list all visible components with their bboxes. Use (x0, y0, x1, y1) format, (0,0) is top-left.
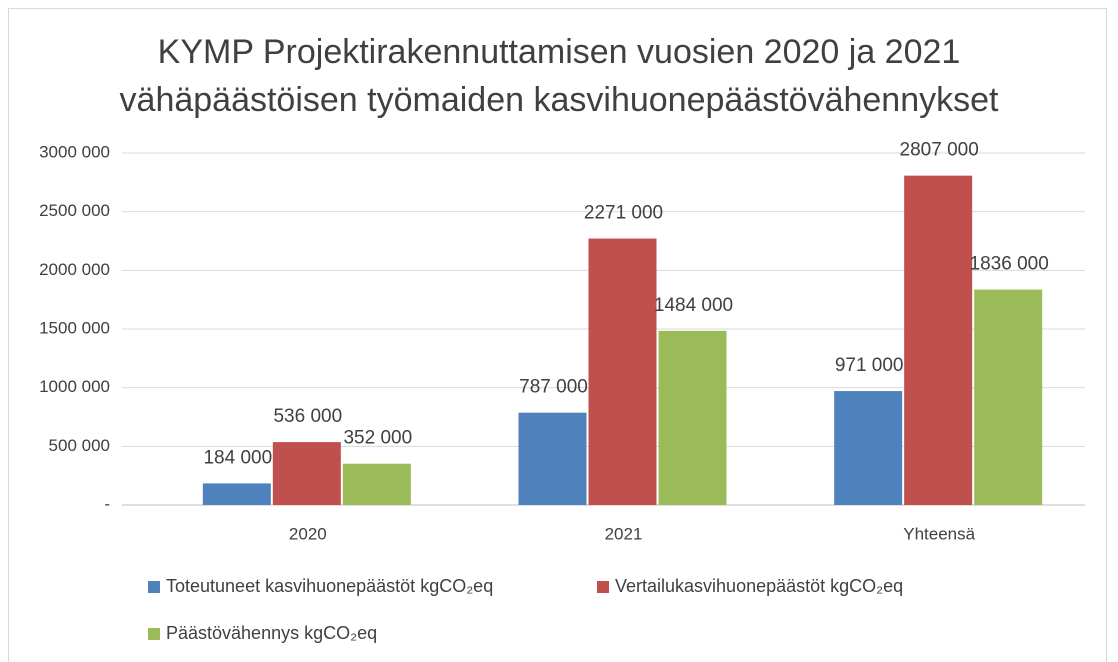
value-label: 2271 000 (584, 203, 663, 224)
bar (518, 412, 587, 505)
value-label: 787 000 (519, 377, 588, 398)
bar (904, 175, 973, 506)
chart-border (8, 8, 1107, 662)
value-label: 1836 000 (970, 254, 1049, 275)
x-tick-label: 2020 (289, 524, 327, 543)
chart-title: KYMP Projektirakennuttamisen vuosien 202… (119, 33, 999, 119)
legend-swatch (148, 581, 160, 593)
x-tick-label: Yhteensä (903, 524, 975, 543)
bar (834, 391, 903, 505)
value-label: 352 000 (343, 428, 412, 449)
bar (272, 442, 341, 505)
y-tick-label: - (104, 494, 110, 513)
bar (974, 289, 1043, 505)
bar (202, 483, 271, 505)
value-label: 184 000 (203, 447, 272, 468)
y-tick-label: 500 000 (49, 436, 110, 455)
value-label: 2807 000 (900, 140, 979, 161)
value-label: 971 000 (835, 355, 904, 376)
y-tick-label: 1500 000 (39, 318, 110, 337)
y-tick-label: 2000 000 (39, 260, 110, 279)
y-tick-label: 3000 000 (39, 142, 110, 161)
x-tick-label: 2021 (605, 524, 643, 543)
legend-label: Vertailukasvihuonepäästöt kgCO₂eq (615, 576, 903, 596)
legend-swatch (597, 581, 609, 593)
bar (658, 330, 727, 505)
value-label: 536 000 (273, 406, 342, 427)
legend-swatch (148, 628, 160, 640)
y-tick-label: 2500 000 (39, 201, 110, 220)
value-label: 1484 000 (654, 295, 733, 316)
bar (588, 238, 657, 505)
y-tick-label: 1000 000 (39, 377, 110, 396)
legend-label: Toteutuneet kasvihuonepäästöt kgCO₂eq (166, 576, 493, 596)
legend-label: Päästövähennys kgCO₂eq (166, 623, 377, 643)
bar (342, 463, 411, 505)
